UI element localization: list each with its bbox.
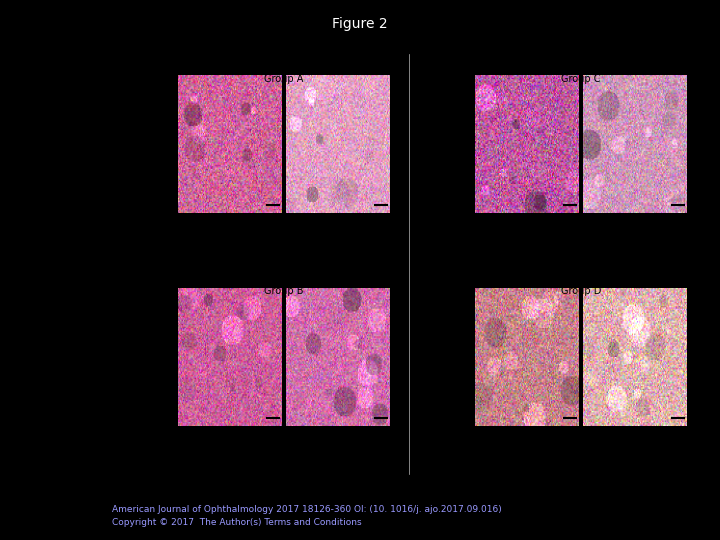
Text: Before surgery: Before surgery [178, 437, 240, 445]
Text: Group A: Group A [264, 74, 304, 84]
Text: Group B: Group B [264, 286, 304, 296]
Text: Before surgery: Before surgery [474, 437, 537, 445]
Text: Rebamipide (+): Rebamipide (+) [122, 324, 131, 390]
Text: Group C: Group C [561, 74, 600, 84]
Text: Figure 2: Figure 2 [332, 17, 388, 31]
Text: Before surgery: Before surgery [474, 224, 537, 233]
Text: Betamethasone: Betamethasone [539, 52, 622, 62]
Text: 1M: 1M [393, 224, 405, 233]
Text: Copyright © 2017  The Author(s) Terms and Conditions: Copyright © 2017 The Author(s) Terms and… [112, 518, 361, 528]
Text: Diclofenac: Diclofenac [256, 52, 311, 62]
Text: 1M: 1M [690, 437, 703, 445]
Text: 1M: 1M [393, 437, 405, 445]
Text: American Journal of Ophthalmology 2017 18126-360 OI: (10. 1016/j. ajo.2017.09.01: American Journal of Ophthalmology 2017 1… [112, 505, 501, 514]
Text: 1M: 1M [690, 224, 703, 233]
Text: Rebamipide (−): Rebamipide (−) [122, 111, 131, 178]
Text: Group D: Group D [561, 286, 601, 296]
Text: Before surgery: Before surgery [178, 224, 240, 233]
